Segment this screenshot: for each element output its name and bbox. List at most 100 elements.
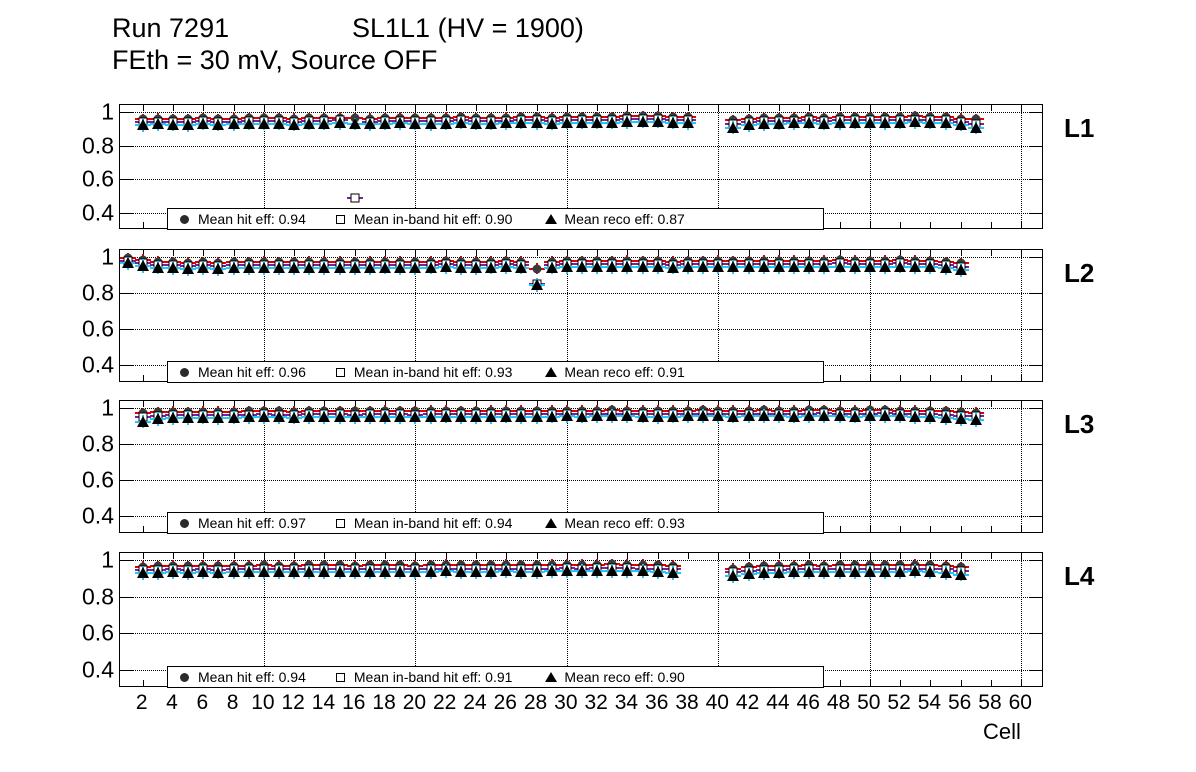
data-point-reco-eff bbox=[818, 566, 831, 578]
x-tick bbox=[385, 105, 387, 111]
x-tick bbox=[173, 401, 175, 407]
x-tick bbox=[718, 401, 720, 407]
x-tick bbox=[566, 553, 568, 559]
x-tick bbox=[657, 105, 659, 111]
data-point-reco-eff bbox=[151, 412, 164, 424]
data-point-reco-eff bbox=[621, 116, 634, 128]
x-axis-tick-label: 34 bbox=[614, 691, 639, 714]
plot-panel-l1: 1 0.8 0.6 0.4 Mean hit eff: 0.94 Mean in-band… bbox=[82, 100, 1094, 230]
legend-label: Mean hit eff: 0.94 bbox=[197, 669, 306, 685]
data-point-reco-eff bbox=[606, 410, 619, 422]
gridline-vertical bbox=[415, 250, 417, 381]
data-point-reco-eff bbox=[666, 410, 679, 422]
x-tick bbox=[385, 553, 387, 559]
data-point-reco-eff bbox=[954, 412, 967, 424]
data-point-reco-eff bbox=[833, 410, 846, 422]
x-tick bbox=[354, 105, 356, 111]
data-point-reco-eff bbox=[712, 260, 725, 272]
data-point-reco-eff bbox=[197, 411, 210, 423]
data-point-reco-eff bbox=[227, 566, 240, 578]
y-tick bbox=[1029, 293, 1042, 295]
x-tick bbox=[1021, 250, 1023, 256]
x-tick bbox=[445, 105, 447, 111]
data-point-reco-eff bbox=[606, 261, 619, 273]
data-point-reco-eff bbox=[545, 261, 558, 273]
data-point-reco-eff bbox=[772, 117, 785, 129]
gridline-horizontal bbox=[120, 145, 1042, 147]
data-point-reco-eff bbox=[136, 119, 149, 131]
x-tick bbox=[930, 553, 932, 559]
x-tick bbox=[778, 401, 780, 407]
data-point-reco-eff bbox=[515, 261, 528, 273]
data-point-reco-eff bbox=[621, 410, 634, 422]
data-point-reco-eff bbox=[500, 565, 513, 577]
x-tick bbox=[718, 250, 720, 256]
gridline-horizontal bbox=[120, 633, 1042, 635]
x-tick bbox=[900, 680, 902, 686]
data-point-reco-eff bbox=[424, 565, 437, 577]
data-point-reco-eff bbox=[894, 565, 907, 577]
x-tick bbox=[839, 680, 841, 686]
y-tick bbox=[120, 480, 133, 482]
panel-tag-l4: L4 bbox=[1064, 561, 1095, 591]
y-tick bbox=[1029, 179, 1042, 181]
x-tick bbox=[960, 553, 962, 559]
data-point-reco-eff bbox=[227, 411, 240, 423]
data-point-reco-eff bbox=[363, 261, 376, 273]
data-point-reco-eff bbox=[500, 410, 513, 422]
x-axis-tick-label: 2 bbox=[135, 691, 148, 714]
x-tick bbox=[1021, 222, 1023, 228]
data-point-hit-eff bbox=[532, 264, 542, 274]
data-point-reco-eff bbox=[697, 261, 710, 273]
x-tick bbox=[142, 553, 144, 559]
y-axis-tick-label: 0.8 bbox=[82, 132, 114, 159]
data-point-reco-eff bbox=[515, 565, 528, 577]
data-point-reco-eff bbox=[288, 566, 301, 578]
legend-label: Mean in-band hit eff: 0.94 bbox=[353, 515, 513, 531]
x-axis-tick-label: 6 bbox=[196, 691, 209, 714]
x-axis-tick-label: 50 bbox=[857, 691, 881, 714]
filled-circle-icon bbox=[180, 367, 190, 377]
data-point-reco-eff bbox=[788, 410, 801, 422]
x-tick bbox=[233, 250, 235, 256]
x-tick bbox=[990, 553, 992, 559]
data-point-reco-eff bbox=[939, 117, 952, 129]
x-axis-title: Cell bbox=[983, 719, 1021, 744]
x-tick bbox=[597, 553, 599, 559]
data-point-reco-eff bbox=[636, 115, 649, 127]
data-point-reco-eff bbox=[742, 119, 755, 131]
y-tick bbox=[120, 179, 133, 181]
y-tick bbox=[1029, 365, 1042, 367]
data-point-reco-eff bbox=[273, 566, 286, 578]
data-point-reco-eff bbox=[757, 260, 770, 272]
y-tick bbox=[1029, 408, 1042, 410]
data-point-reco-eff bbox=[576, 116, 588, 128]
legend-marker-tri-icon bbox=[538, 214, 564, 224]
y-tick bbox=[120, 669, 133, 671]
legend-label: Mean reco eff: 0.91 bbox=[564, 364, 685, 380]
data-point-reco-eff bbox=[242, 117, 255, 129]
y-tick bbox=[1029, 560, 1042, 562]
data-point-reco-eff bbox=[182, 566, 195, 578]
gridline-vertical bbox=[566, 250, 568, 381]
x-tick bbox=[445, 553, 447, 559]
x-tick bbox=[900, 526, 902, 532]
filled-triangle-icon bbox=[545, 518, 558, 528]
x-tick bbox=[475, 553, 477, 559]
data-point-reco-eff bbox=[818, 410, 831, 422]
data-point-reco-eff bbox=[424, 118, 437, 130]
x-tick bbox=[354, 401, 356, 407]
x-axis-tick-label: 16 bbox=[342, 691, 366, 714]
legend-marker-dot-icon bbox=[172, 367, 198, 377]
data-point-reco-eff bbox=[651, 261, 664, 273]
gridline-vertical bbox=[415, 105, 417, 228]
x-tick bbox=[324, 553, 326, 559]
legend-entry-reco-eff: Mean reco eff: 0.90 bbox=[512, 669, 685, 685]
x-tick bbox=[506, 553, 508, 559]
legend-marker-tri-icon bbox=[538, 367, 564, 377]
data-point-reco-eff bbox=[772, 566, 785, 578]
y-tick bbox=[120, 560, 133, 562]
x-tick bbox=[688, 401, 690, 407]
data-point-reco-eff bbox=[318, 117, 331, 129]
x-tick bbox=[445, 250, 447, 256]
